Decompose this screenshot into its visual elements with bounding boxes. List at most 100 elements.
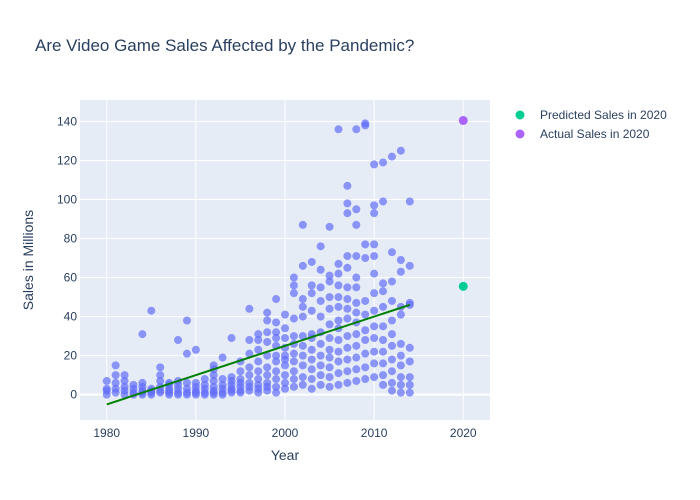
historical-point	[182, 384, 191, 393]
historical-point	[307, 365, 316, 374]
legend-marker-actual	[515, 129, 525, 139]
legend-item-predicted[interactable]: Predicted Sales in 2020	[515, 108, 668, 122]
historical-point	[272, 334, 281, 343]
trend-line-group	[106, 303, 411, 406]
historical-point	[111, 371, 120, 380]
historical-point	[361, 240, 370, 249]
historical-point	[352, 376, 361, 385]
historical-point	[370, 201, 379, 210]
historical-point	[138, 378, 147, 387]
historical-point	[200, 375, 209, 384]
historical-point	[379, 197, 388, 206]
historical-point	[343, 263, 352, 272]
historical-point	[343, 295, 352, 304]
historical-point	[405, 261, 414, 270]
y-tick-label: 0	[70, 388, 77, 402]
historical-point	[298, 341, 307, 350]
historical-point	[370, 322, 379, 331]
historical-point	[245, 378, 254, 387]
historical-point	[343, 367, 352, 376]
historical-point	[396, 380, 405, 389]
historical-point	[263, 308, 272, 317]
historical-point	[361, 375, 370, 384]
x-tick-label: 2020	[450, 426, 477, 440]
historical-point	[343, 181, 352, 190]
historical-point	[405, 388, 414, 397]
historical-point	[182, 316, 191, 325]
historical-point	[343, 209, 352, 218]
historical-point	[361, 326, 370, 335]
historical-point	[245, 336, 254, 344]
legend[interactable]: Predicted Sales in 2020 Actual Sales in …	[515, 108, 668, 141]
historical-point	[254, 367, 263, 376]
historical-point	[379, 336, 388, 344]
historical-point	[379, 371, 388, 380]
chart-title: Are Video Game Sales Affected by the Pan…	[35, 36, 414, 55]
historical-point	[182, 349, 191, 358]
y-tick-labels: 0 20 40 60 80 100 120 140	[57, 114, 77, 401]
historical-point	[352, 330, 361, 339]
historical-point	[352, 341, 361, 350]
historical-point	[298, 332, 307, 341]
historical-point	[289, 289, 298, 298]
historical-point	[272, 318, 281, 327]
historical-point	[289, 281, 298, 290]
historical-point	[281, 351, 289, 360]
trend-line	[106, 303, 411, 406]
historical-point	[111, 384, 120, 393]
historical-point	[147, 306, 156, 315]
historical-point	[396, 310, 405, 319]
historical-point	[298, 220, 307, 229]
historical-point	[387, 355, 396, 364]
y-axis-title: Sales in Millions	[20, 210, 36, 310]
historical-point	[325, 363, 334, 372]
historical-point	[352, 298, 361, 307]
historical-point	[156, 363, 165, 372]
historical-point	[396, 361, 405, 370]
historical-point	[316, 265, 325, 274]
historical-point	[254, 336, 263, 344]
historical-point	[387, 330, 396, 339]
x-axis-title: Year	[271, 447, 300, 463]
historical-point	[272, 357, 281, 366]
historical-point	[218, 353, 227, 362]
historical-point	[298, 302, 307, 311]
historical-point	[379, 279, 388, 288]
historical-point	[387, 248, 396, 257]
historical-point	[334, 380, 343, 389]
historical-point	[254, 330, 263, 339]
historical-point	[138, 330, 147, 339]
historical-point	[343, 252, 352, 261]
historical-point	[343, 304, 352, 313]
historical-point	[307, 257, 316, 266]
historical-point	[236, 375, 245, 384]
historical-point	[352, 125, 361, 134]
legend-item-actual[interactable]: Actual Sales in 2020	[515, 127, 650, 141]
historical-point	[405, 373, 414, 382]
historical-point	[289, 349, 298, 358]
historical-point	[281, 378, 289, 387]
historical-point	[272, 351, 281, 360]
historical-point	[191, 345, 200, 354]
historical-point	[379, 359, 388, 368]
historical-points	[102, 119, 414, 399]
historical-point	[254, 375, 263, 384]
historical-point	[263, 328, 272, 337]
historical-point	[263, 337, 272, 346]
historical-point	[289, 273, 298, 282]
historical-point	[405, 197, 414, 206]
historical-point	[361, 336, 370, 344]
historical-point	[396, 388, 405, 397]
historical-point	[263, 363, 272, 372]
historical-point	[405, 343, 414, 352]
historical-point	[263, 351, 272, 360]
historical-point	[379, 380, 388, 389]
historical-point	[289, 367, 298, 376]
historical-point	[343, 343, 352, 352]
historical-point	[334, 347, 343, 356]
historical-point	[191, 378, 200, 387]
historical-point	[343, 332, 352, 341]
historical-point	[245, 349, 254, 358]
historical-point	[334, 259, 343, 268]
historical-point	[325, 334, 334, 343]
